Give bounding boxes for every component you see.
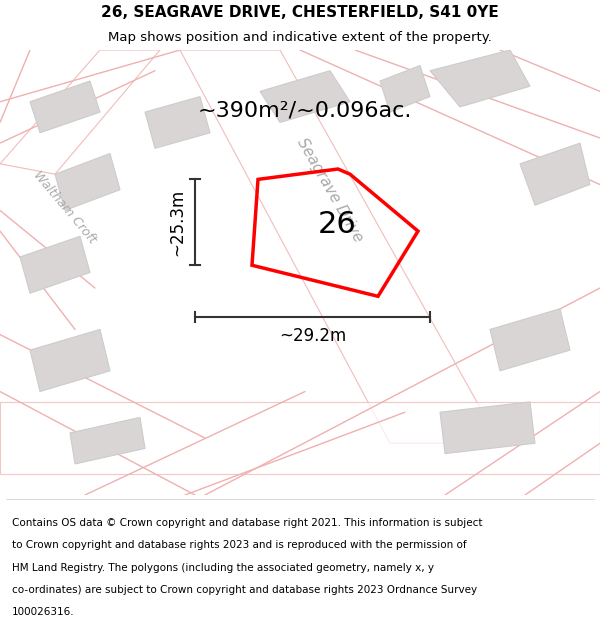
Text: Contains OS data © Crown copyright and database right 2021. This information is : Contains OS data © Crown copyright and d… [12, 518, 482, 528]
Text: Waltham Croft: Waltham Croft [31, 169, 99, 246]
Polygon shape [180, 50, 500, 443]
Text: Seagrave Drive: Seagrave Drive [294, 135, 366, 244]
Text: ~29.2m: ~29.2m [279, 327, 346, 344]
Polygon shape [70, 418, 145, 464]
Text: Map shows position and indicative extent of the property.: Map shows position and indicative extent… [108, 31, 492, 44]
Polygon shape [490, 309, 570, 371]
Polygon shape [30, 329, 110, 391]
Text: 100026316.: 100026316. [12, 607, 74, 617]
Polygon shape [440, 402, 535, 454]
Polygon shape [260, 71, 350, 122]
Polygon shape [380, 66, 430, 112]
Polygon shape [520, 143, 590, 205]
Polygon shape [0, 402, 600, 474]
Text: HM Land Registry. The polygons (including the associated geometry, namely x, y: HM Land Registry. The polygons (includin… [12, 562, 434, 572]
Text: co-ordinates) are subject to Crown copyright and database rights 2023 Ordnance S: co-ordinates) are subject to Crown copyr… [12, 585, 477, 595]
Polygon shape [430, 50, 530, 107]
Text: to Crown copyright and database rights 2023 and is reproduced with the permissio: to Crown copyright and database rights 2… [12, 541, 467, 551]
Text: ~390m²/~0.096ac.: ~390m²/~0.096ac. [198, 100, 412, 120]
Text: 26, SEAGRAVE DRIVE, CHESTERFIELD, S41 0YE: 26, SEAGRAVE DRIVE, CHESTERFIELD, S41 0Y… [101, 5, 499, 20]
Text: ~25.3m: ~25.3m [168, 189, 186, 256]
Text: 26: 26 [318, 210, 357, 239]
Polygon shape [0, 50, 160, 174]
Polygon shape [55, 154, 120, 211]
Polygon shape [30, 81, 100, 132]
Polygon shape [20, 236, 90, 293]
Polygon shape [145, 97, 210, 148]
